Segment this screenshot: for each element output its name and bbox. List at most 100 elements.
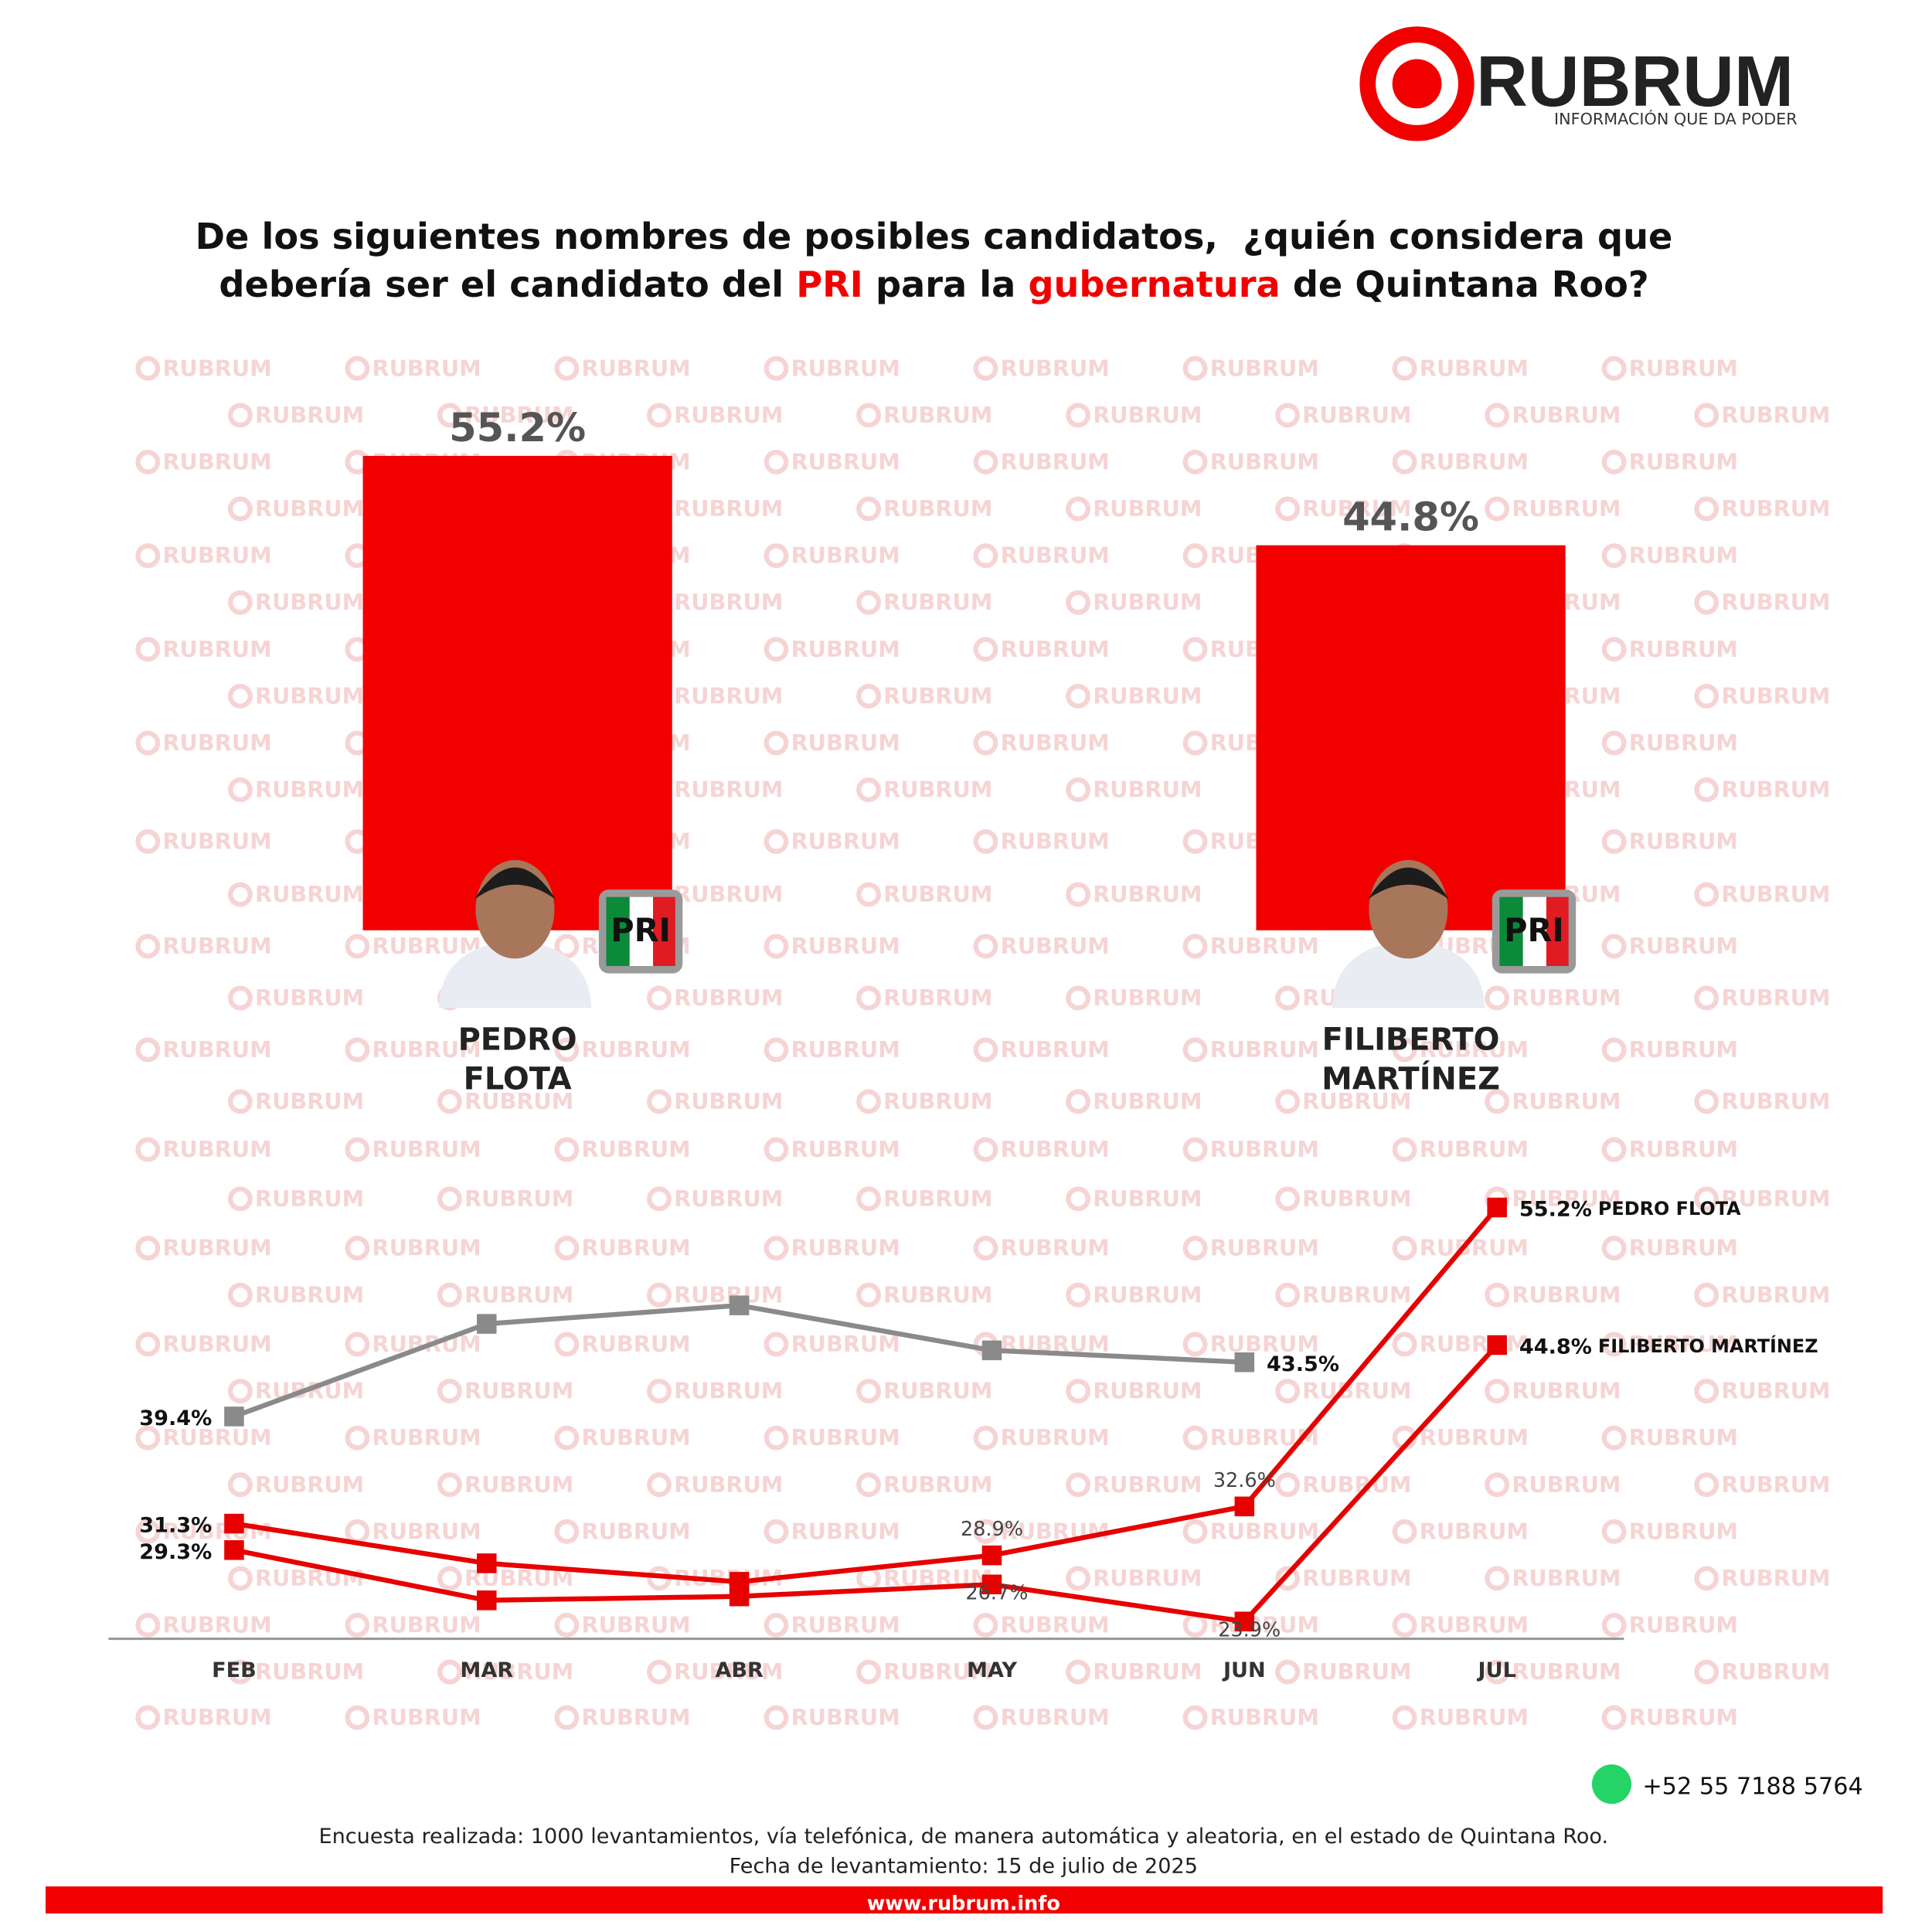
watermark-icon bbox=[227, 403, 253, 428]
watermark-icon bbox=[1601, 637, 1627, 662]
watermark: RUBRUM bbox=[162, 933, 271, 959]
watermark: RUBRUM bbox=[674, 777, 783, 803]
watermark-icon bbox=[1392, 1613, 1417, 1638]
watermark-icon bbox=[856, 1566, 881, 1591]
watermark: RUBRUM bbox=[1001, 1704, 1110, 1730]
x-tick-label: MAY bbox=[967, 1658, 1017, 1682]
watermark-icon bbox=[1182, 449, 1208, 474]
watermark: RUBRUM bbox=[255, 1658, 364, 1685]
watermark-icon bbox=[1182, 1425, 1208, 1451]
watermark: RUBRUM bbox=[674, 1281, 783, 1308]
watermark: RUBRUM bbox=[1721, 1281, 1830, 1308]
watermark: RUBRUM bbox=[582, 355, 691, 381]
watermark: RUBRUM bbox=[791, 1235, 900, 1261]
photo-hair bbox=[474, 867, 556, 900]
legend-label: FILIBERTO MARTÍNEZ bbox=[1598, 1335, 1818, 1357]
watermark: RUBRUM bbox=[372, 1612, 481, 1638]
watermark: RUBRUM bbox=[1001, 730, 1110, 756]
watermark-icon bbox=[647, 1089, 672, 1114]
watermark: RUBRUM bbox=[1302, 1088, 1411, 1114]
watermark-icon bbox=[647, 985, 672, 1011]
watermark-icon bbox=[437, 1089, 462, 1114]
watermark: RUBRUM bbox=[1093, 402, 1202, 428]
watermark-icon bbox=[1392, 449, 1417, 474]
watermark: RUBRUM bbox=[162, 1424, 271, 1451]
watermark: RUBRUM bbox=[1420, 1235, 1529, 1261]
value-label: 55.2% bbox=[449, 406, 586, 451]
watermark-icon bbox=[345, 1613, 370, 1638]
watermark-icon bbox=[1392, 1705, 1417, 1730]
watermark-icon bbox=[554, 1519, 580, 1544]
watermark-icon bbox=[1182, 1236, 1208, 1261]
watermark-icon bbox=[856, 590, 881, 615]
watermark-icon bbox=[1694, 1282, 1719, 1308]
watermark: RUBRUM bbox=[674, 1185, 783, 1212]
logo-white bbox=[1522, 896, 1546, 966]
watermark-icon bbox=[647, 403, 672, 428]
watermark: RUBRUM bbox=[1629, 828, 1738, 855]
watermark-icon bbox=[1066, 683, 1091, 709]
watermark: RUBRUM bbox=[582, 1612, 691, 1638]
watermark-icon bbox=[1066, 403, 1091, 428]
watermark-icon bbox=[1601, 1236, 1627, 1261]
charts: 55.2% PRI PEDRO FLOTA 44.8% PRI FILIBERTO MARTÍ… bbox=[108, 406, 1818, 1682]
photo-hair bbox=[1367, 867, 1449, 900]
watermark: RUBRUM bbox=[1093, 682, 1202, 709]
watermark: RUBRUM bbox=[883, 1471, 992, 1498]
logo-green bbox=[606, 896, 630, 966]
watermark: RUBRUM bbox=[1001, 1424, 1110, 1451]
watermark-icon bbox=[1182, 829, 1208, 854]
value-label: 29.3% bbox=[139, 1540, 212, 1564]
watermark: RUBRUM bbox=[1302, 402, 1411, 428]
watermark-icon bbox=[1485, 1379, 1510, 1404]
name-line: MARTÍNEZ bbox=[1321, 1060, 1500, 1097]
watermark-icon bbox=[554, 355, 580, 381]
watermark-icon bbox=[1485, 496, 1510, 522]
logo-text: PRI bbox=[1504, 912, 1564, 949]
watermark-icon bbox=[227, 590, 253, 615]
watermark-icon bbox=[764, 1137, 789, 1162]
watermark: RUBRUM bbox=[1721, 1565, 1830, 1591]
watermark-icon bbox=[1066, 496, 1091, 522]
point bbox=[1234, 1496, 1255, 1517]
watermark-icon bbox=[1275, 1379, 1301, 1404]
watermark-icon bbox=[1182, 355, 1208, 381]
series-line bbox=[233, 1343, 1499, 1624]
watermark-icon bbox=[764, 829, 789, 854]
watermark: RUBRUM bbox=[464, 1088, 573, 1114]
watermark-icon bbox=[135, 1137, 161, 1162]
logo-text: PRI bbox=[611, 912, 671, 949]
watermark: RUBRUM bbox=[883, 881, 992, 907]
watermark: RUBRUM bbox=[1210, 355, 1319, 381]
watermark: RUBRUM bbox=[1629, 1612, 1738, 1638]
watermark: RUBRUM bbox=[1001, 933, 1110, 959]
watermark: RUBRUM bbox=[1302, 1378, 1411, 1404]
watermark-icon bbox=[764, 449, 789, 474]
watermark-icon bbox=[1485, 1659, 1510, 1685]
watermark: RUBRUM bbox=[1629, 636, 1738, 662]
party-logo: PRI bbox=[598, 889, 683, 974]
watermark: RUBRUM bbox=[1001, 1136, 1110, 1162]
x-tick-label: JUL bbox=[1477, 1658, 1516, 1682]
watermark: RUBRUM bbox=[1420, 1612, 1529, 1638]
watermark: RUBRUM bbox=[1721, 985, 1830, 1011]
watermark: RUBRUM bbox=[791, 730, 900, 756]
watermark-icon bbox=[135, 637, 161, 662]
watermark-icon bbox=[647, 1659, 672, 1685]
watermark: RUBRUM bbox=[1629, 1424, 1738, 1451]
watermark: RUBRUM bbox=[464, 1281, 573, 1308]
question: debería ser el candidato del PRI para la… bbox=[219, 264, 1648, 305]
watermark: RUBRUM bbox=[464, 1471, 573, 1498]
watermark: RUBRUM bbox=[674, 495, 783, 522]
watermark: RUBRUM bbox=[1093, 1471, 1202, 1498]
watermark: RUBRUM bbox=[1001, 1612, 1110, 1638]
watermark-icon bbox=[1182, 637, 1208, 662]
watermark-icon bbox=[1275, 1566, 1301, 1591]
watermark: RUBRUM bbox=[791, 1331, 900, 1357]
watermark: RUBRUM bbox=[464, 402, 573, 428]
watermark: RUBRUM bbox=[1420, 1136, 1529, 1162]
candidate-photo bbox=[1332, 859, 1485, 1009]
watermark-icon bbox=[856, 1186, 881, 1212]
